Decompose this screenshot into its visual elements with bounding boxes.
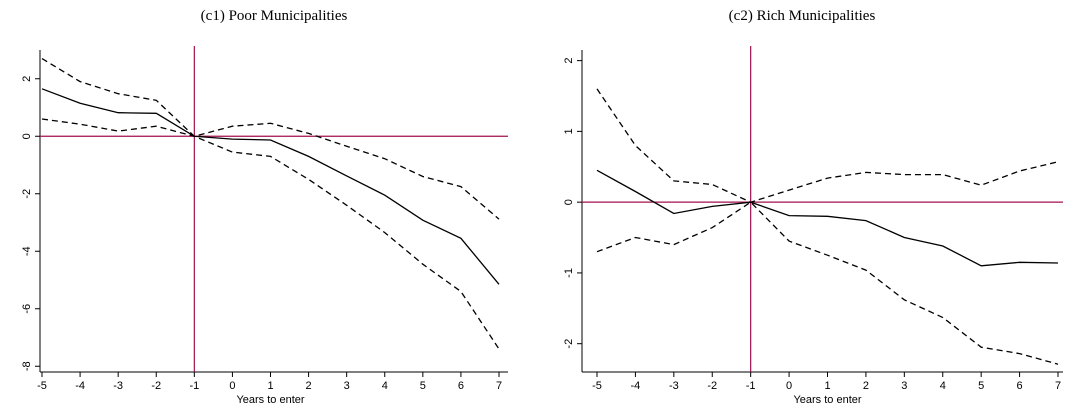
x-tick-label: 5: [978, 380, 984, 392]
x-tick-label: -4: [631, 380, 641, 392]
x-tick-label: 7: [496, 380, 502, 392]
y-tick-label: -1: [563, 268, 575, 278]
chart-title: (c2) Rich Municipalities: [729, 8, 876, 24]
series-line-upper-ci: [596, 88, 1059, 203]
y-tick-label: -4: [21, 246, 33, 256]
y-tick-label: -8: [21, 361, 33, 371]
x-tick-label: -1: [189, 380, 199, 392]
series-line-upper-ci: [41, 58, 500, 220]
x-tick-label: 4: [382, 380, 388, 392]
chart-title: (c1) Poor Municipalities: [201, 8, 348, 24]
chart-panel-rich: (c2) Rich Municipalities -2 -1 0 1 2 -5 -4 -3 -2 -…: [563, 8, 1063, 406]
x-tick-label: 4: [940, 380, 946, 392]
x-tick-label: -1: [746, 380, 756, 392]
x-tick-label: 5: [420, 380, 426, 392]
y-tick-label: 0: [21, 133, 33, 139]
y-tick-label: 1: [563, 128, 575, 134]
x-axis-label: Years to enter: [236, 394, 304, 406]
x-tick-label: 3: [901, 380, 907, 392]
x-tick-label: -2: [151, 380, 161, 392]
y-tick-label: 0: [563, 199, 575, 205]
y-tick-label: -2: [21, 189, 33, 199]
series-line-lower-ci: [41, 118, 500, 350]
x-tick-label: 6: [458, 380, 464, 392]
x-tick-label: -3: [669, 380, 679, 392]
x-tick-label: 1: [824, 380, 830, 392]
x-tick-label: 1: [267, 380, 273, 392]
x-tick-label: 2: [306, 380, 312, 392]
x-tick-label: 3: [344, 380, 350, 392]
x-tick-label: 7: [1055, 380, 1061, 392]
y-tick-label: -2: [563, 339, 575, 349]
x-tick-label: 2: [863, 380, 869, 392]
y-tick-label: -6: [21, 304, 33, 314]
chart-panel-poor: (c1) Poor Municipalities -8 -6 -4 -2 0 2 -5 -4 -3…: [21, 8, 508, 406]
series-line-estimate: [596, 169, 1059, 267]
x-axis-label: Years to enter: [793, 394, 861, 406]
x-tick-label: -4: [75, 380, 85, 392]
x-tick-label: 6: [1017, 380, 1023, 392]
y-tick-label: 2: [563, 58, 575, 64]
x-tick-label: 0: [786, 380, 792, 392]
x-tick-label: 0: [229, 380, 235, 392]
series-line-lower-ci: [596, 201, 1059, 365]
y-tick-label: 2: [21, 76, 33, 82]
x-tick-label: -5: [592, 380, 602, 392]
x-tick-label: -3: [113, 380, 123, 392]
x-tick-label: -5: [37, 380, 47, 392]
x-tick-label: -2: [707, 380, 717, 392]
series-line-estimate: [41, 88, 500, 285]
